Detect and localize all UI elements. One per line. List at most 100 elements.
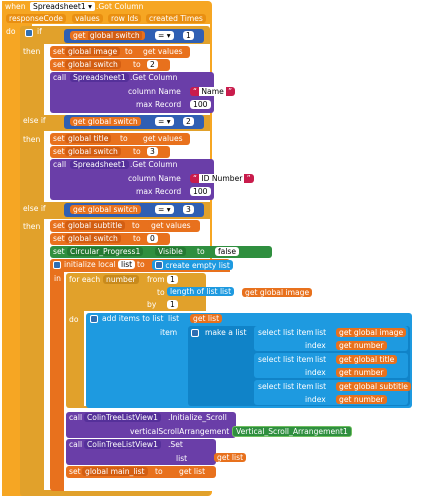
get-label: get — [245, 288, 258, 297]
var-dropdown[interactable]: global main_list — [82, 467, 148, 476]
var-dropdown[interactable]: global switch — [65, 234, 121, 243]
gear-icon[interactable] — [25, 29, 33, 37]
var-dropdown[interactable]: global title — [65, 134, 112, 143]
gear-icon[interactable] — [90, 315, 98, 323]
arrangement-dropdown[interactable]: Vertical_Scroll_Arrangement1 — [232, 426, 352, 437]
event-param-3[interactable]: created Times — [146, 14, 206, 23]
op-dropdown-1[interactable]: = ▾ — [155, 31, 174, 40]
to-label: to — [133, 60, 141, 69]
property-dropdown[interactable]: Visible — [155, 247, 186, 256]
op-dropdown-2[interactable]: = ▾ — [155, 117, 174, 126]
set-label: set — [53, 60, 65, 69]
get-sel-list[interactable]: get global subtitle — [336, 382, 411, 391]
to-label: to — [137, 260, 145, 269]
component-dropdown[interactable]: ColinTreeListView1 — [84, 413, 161, 422]
text-value: ID Number — [199, 174, 245, 183]
num-1[interactable]: 1 — [183, 31, 194, 40]
local-name[interactable]: list — [118, 260, 136, 269]
arg1-label: column Name — [128, 87, 181, 96]
get-sel-list[interactable]: get global image — [336, 328, 407, 337]
get-label: get — [193, 314, 206, 323]
list-label: list — [315, 355, 327, 364]
get-switch-2[interactable]: get global switch — [70, 117, 141, 126]
event-param-0[interactable]: responseCode — [6, 14, 66, 23]
get-list[interactable]: get list — [190, 314, 223, 323]
get-sel-list[interactable]: get global title — [336, 355, 398, 364]
get-switch-1[interactable]: get global switch — [70, 31, 145, 40]
to-label: to — [157, 288, 165, 297]
get-label: get — [179, 467, 192, 476]
then-label-2: then — [23, 135, 41, 144]
from-value[interactable]: 1 — [167, 275, 178, 284]
num-3[interactable]: 3 — [183, 205, 194, 214]
in-label: in — [54, 274, 61, 283]
event-param-2[interactable]: row Ids — [108, 14, 142, 23]
num-value[interactable]: 2 — [147, 60, 158, 69]
get-list-arg[interactable]: get list — [214, 453, 247, 462]
num-value[interactable]: 0 — [147, 234, 158, 243]
num-value[interactable]: 100 — [190, 100, 211, 109]
get-label: get — [339, 368, 352, 377]
get-value: global image — [259, 288, 310, 297]
get-values-1[interactable]: get values — [140, 47, 186, 56]
loop-var[interactable]: number — [103, 275, 139, 284]
event-do-label: do — [6, 27, 16, 36]
event-component-dropdown[interactable]: Spreadsheet1 ▾ — [30, 2, 95, 11]
get-label: get — [339, 382, 352, 391]
num-value[interactable]: 3 — [147, 147, 158, 156]
component-dropdown[interactable]: Spreadsheet1 — [70, 73, 129, 82]
text-string[interactable]: “ ID Number ” — [190, 174, 254, 183]
init-local-label: initialize local — [64, 260, 116, 269]
get-index[interactable]: get number — [336, 368, 387, 377]
gear-icon[interactable] — [155, 261, 163, 269]
var-dropdown[interactable]: global switch — [65, 60, 121, 69]
gear-icon[interactable] — [191, 329, 199, 337]
var-dropdown[interactable]: global subtitle — [65, 221, 126, 230]
num-value[interactable]: 100 — [190, 187, 211, 196]
set-label: set — [53, 134, 65, 143]
get-global-image[interactable]: get global image — [242, 288, 313, 297]
event-when-label: when — [5, 2, 26, 11]
get-values-2[interactable]: get values — [140, 134, 186, 143]
arg1-label: column Name — [128, 174, 181, 183]
gear-icon[interactable] — [53, 261, 61, 269]
get-values-3[interactable]: get values — [148, 221, 194, 230]
get-value: list — [207, 314, 220, 323]
switch-var: global switch — [87, 117, 138, 126]
arg-label: verticalScrollArrangement — [130, 427, 230, 436]
bool-dropdown[interactable]: false — [215, 247, 240, 256]
length-of-list[interactable]: length of list list — [167, 287, 235, 296]
set-label: set — [69, 467, 81, 476]
event-param-1[interactable]: values — [72, 14, 103, 23]
text-string[interactable]: “ Name ” — [190, 87, 236, 96]
to-label: to — [133, 147, 141, 156]
chevron-down-icon: ▾ — [164, 31, 171, 40]
by-value[interactable]: 1 — [167, 300, 178, 309]
method-label: .Set — [168, 440, 183, 449]
chevron-down-icon: ▾ — [164, 205, 171, 214]
for-each-label: for each — [69, 275, 101, 284]
get-index[interactable]: get number — [336, 341, 387, 350]
get-index[interactable]: get number — [336, 395, 387, 404]
get-list-last[interactable]: get list — [176, 467, 209, 476]
op-label: = — [158, 31, 165, 40]
select-label: select list item — [258, 355, 314, 364]
get-value: list — [231, 453, 244, 462]
num-2[interactable]: 2 — [183, 117, 194, 126]
arg2-label: max Record — [136, 187, 182, 196]
get-switch-3[interactable]: get global switch — [70, 205, 141, 214]
var-dropdown[interactable]: global switch — [65, 147, 121, 156]
call-label: call — [53, 160, 67, 169]
get-value: global subtitle — [353, 382, 408, 391]
to-label: to — [155, 467, 163, 476]
op-dropdown-3[interactable]: = ▾ — [155, 205, 174, 214]
component-dropdown[interactable]: Spreadsheet1 — [70, 160, 129, 169]
switch-var-slot[interactable]: global switch — [87, 31, 142, 40]
to-label: to — [197, 247, 205, 256]
create-empty-list[interactable]: create empty list — [152, 260, 233, 270]
component-dropdown[interactable]: ColinTreeListView1 — [84, 440, 161, 449]
component-dropdown[interactable]: Circular_Progress1 — [67, 247, 144, 256]
by-label: by — [147, 300, 157, 309]
var-dropdown[interactable]: global image — [65, 47, 121, 56]
set-label: set — [53, 47, 65, 56]
